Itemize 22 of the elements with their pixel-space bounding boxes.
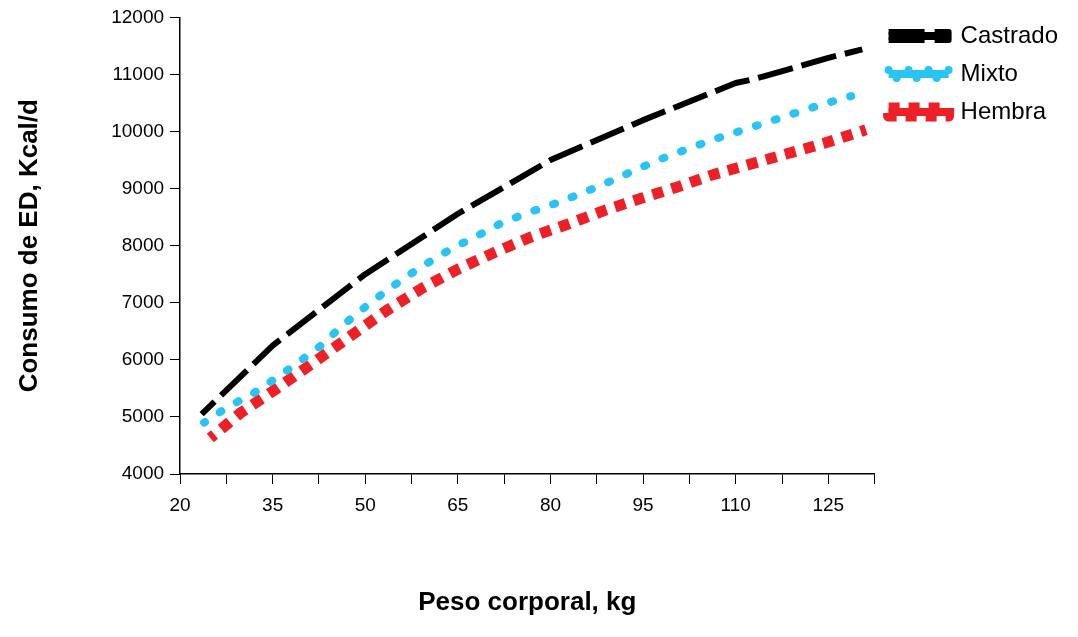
x-tick-label: 95 [632,493,654,515]
y-tick-label: 11000 [112,62,165,84]
y-tick-label: 7000 [121,291,165,313]
x-tick-label: 80 [539,493,562,515]
legend-label: Castrado [960,20,1059,48]
y-tick-label: 9000 [121,176,165,198]
y-tick-label: 5000 [121,405,165,427]
y-tick-label: 8000 [121,233,165,255]
x-tick-label: 50 [354,493,376,515]
y-tick-label: 10000 [111,119,165,141]
x-tick-label: 65 [447,493,469,515]
y-tick-label: 12000 [111,5,165,27]
legend-label: Mixto [960,58,1018,86]
y-tick-label: 6000 [121,348,165,370]
x-tick-label: 110 [720,493,751,515]
x-tick-label: 35 [262,493,284,515]
legend-label: Hembra [960,96,1047,124]
x-tick-label: 125 [812,493,845,515]
y-axis-title: Consumo de ED, Kcal/d [12,99,43,393]
y-tick-label: 4000 [121,462,165,484]
x-tick-label: 20 [169,493,191,515]
x-axis-title: Peso corporal, kg [418,585,637,616]
